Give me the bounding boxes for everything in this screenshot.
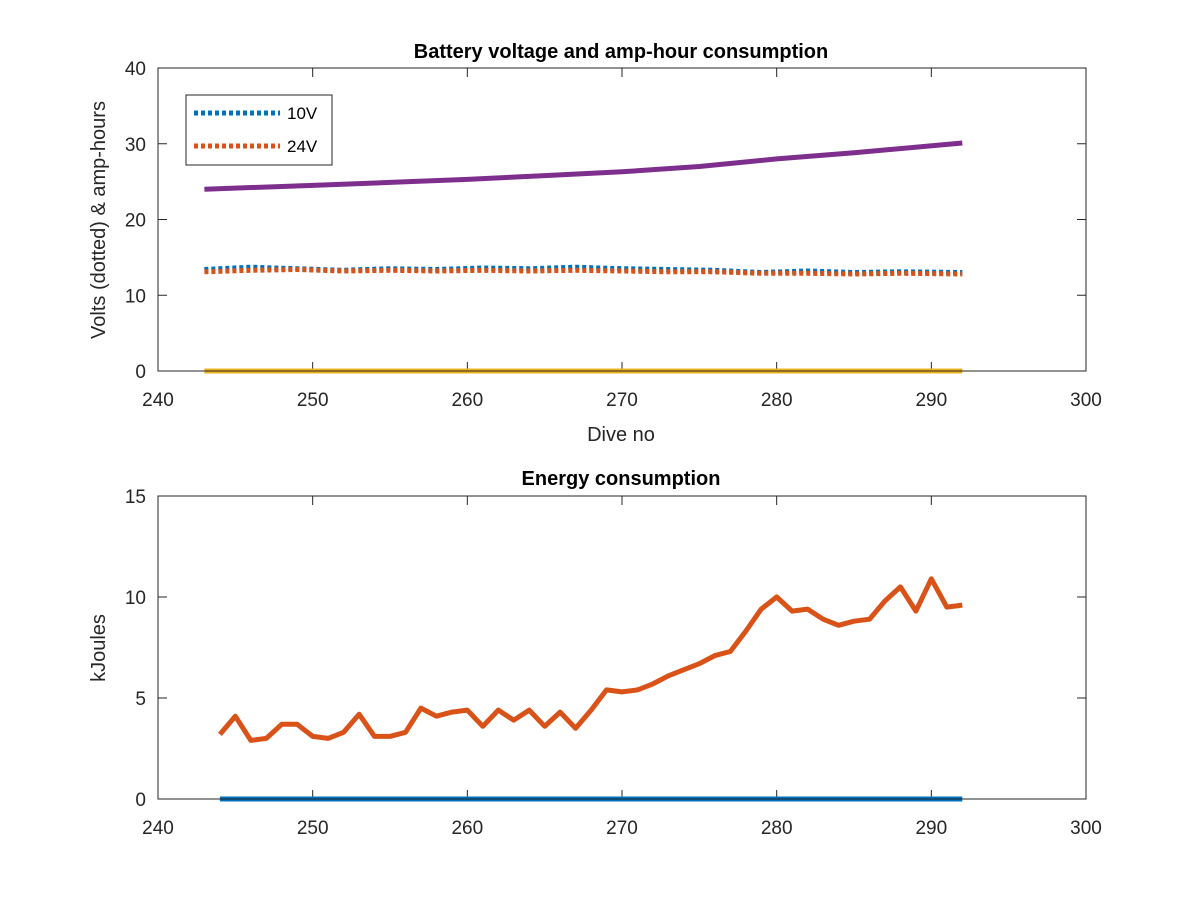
- voltage-x-tick-label: 300: [1070, 390, 1102, 411]
- voltage-axes-box: [157, 67, 1087, 372]
- voltage-y-ticks: 0 10 20 30 40: [125, 59, 1086, 383]
- energy-chart-title: Energy consumption: [522, 468, 721, 490]
- energy-axes: Energy consumption kJoules 240 250 260 270 2…: [88, 468, 1102, 839]
- energy-x-tick-label: 250: [297, 818, 329, 839]
- voltage-x-tick-label: 280: [761, 390, 793, 411]
- voltage-y-tick-label: 10: [125, 286, 146, 307]
- voltage-chart-title: Battery voltage and amp-hour consumption: [414, 41, 828, 63]
- energy-y-axis-label: kJoules: [88, 614, 110, 682]
- energy-x-tick-label: 270: [606, 818, 638, 839]
- voltage-y-tick-label: 0: [135, 362, 146, 383]
- energy-y-tick-label: 5: [135, 689, 146, 710]
- energy-x-tick-label: 240: [142, 818, 174, 839]
- voltage-series-line-24v: [204, 267, 963, 277]
- energy-x-tick-label: 290: [915, 818, 947, 839]
- legend-label-10v: 10V: [287, 104, 318, 123]
- voltage-y-tick-label: 40: [125, 59, 146, 80]
- energy-y-tick-label: 0: [135, 790, 146, 811]
- voltage-y-axis-label: Volts (dotted) & amp-hours: [88, 101, 110, 339]
- legend: 10V 24V: [185, 94, 333, 166]
- voltage-x-tick-label: 270: [606, 390, 638, 411]
- voltage-amphour-axes: Battery voltage and amp-hour consumption…: [88, 41, 1102, 446]
- legend-box: [185, 94, 333, 166]
- energy-x-tick-label: 280: [761, 818, 793, 839]
- energy-x-tick-label: 260: [451, 818, 483, 839]
- energy-x-ticks: 240 250 260 270 280 290 300: [142, 496, 1102, 839]
- voltage-x-tick-label: 240: [142, 390, 174, 411]
- energy-series-line-unlabeled-1: [217, 576, 963, 743]
- voltage-y-tick-label: 30: [125, 135, 146, 156]
- voltage-y-tick-label: 20: [125, 211, 146, 232]
- voltage-x-tick-label: 250: [297, 390, 329, 411]
- voltage-series-line-unlabeled-3: [204, 140, 963, 192]
- energy-y-ticks: 0 5 10 15: [125, 487, 1086, 811]
- legend-label-24v: 24V: [287, 137, 318, 156]
- voltage-x-tick-label: 290: [915, 390, 947, 411]
- energy-axes-box: [157, 495, 1087, 800]
- voltage-x-tick-label: 260: [451, 390, 483, 411]
- energy-y-tick-label: 15: [125, 487, 146, 508]
- voltage-x-axis-label: Dive no: [587, 424, 655, 446]
- energy-x-tick-label: 300: [1070, 818, 1102, 839]
- energy-y-tick-label: 10: [125, 588, 146, 609]
